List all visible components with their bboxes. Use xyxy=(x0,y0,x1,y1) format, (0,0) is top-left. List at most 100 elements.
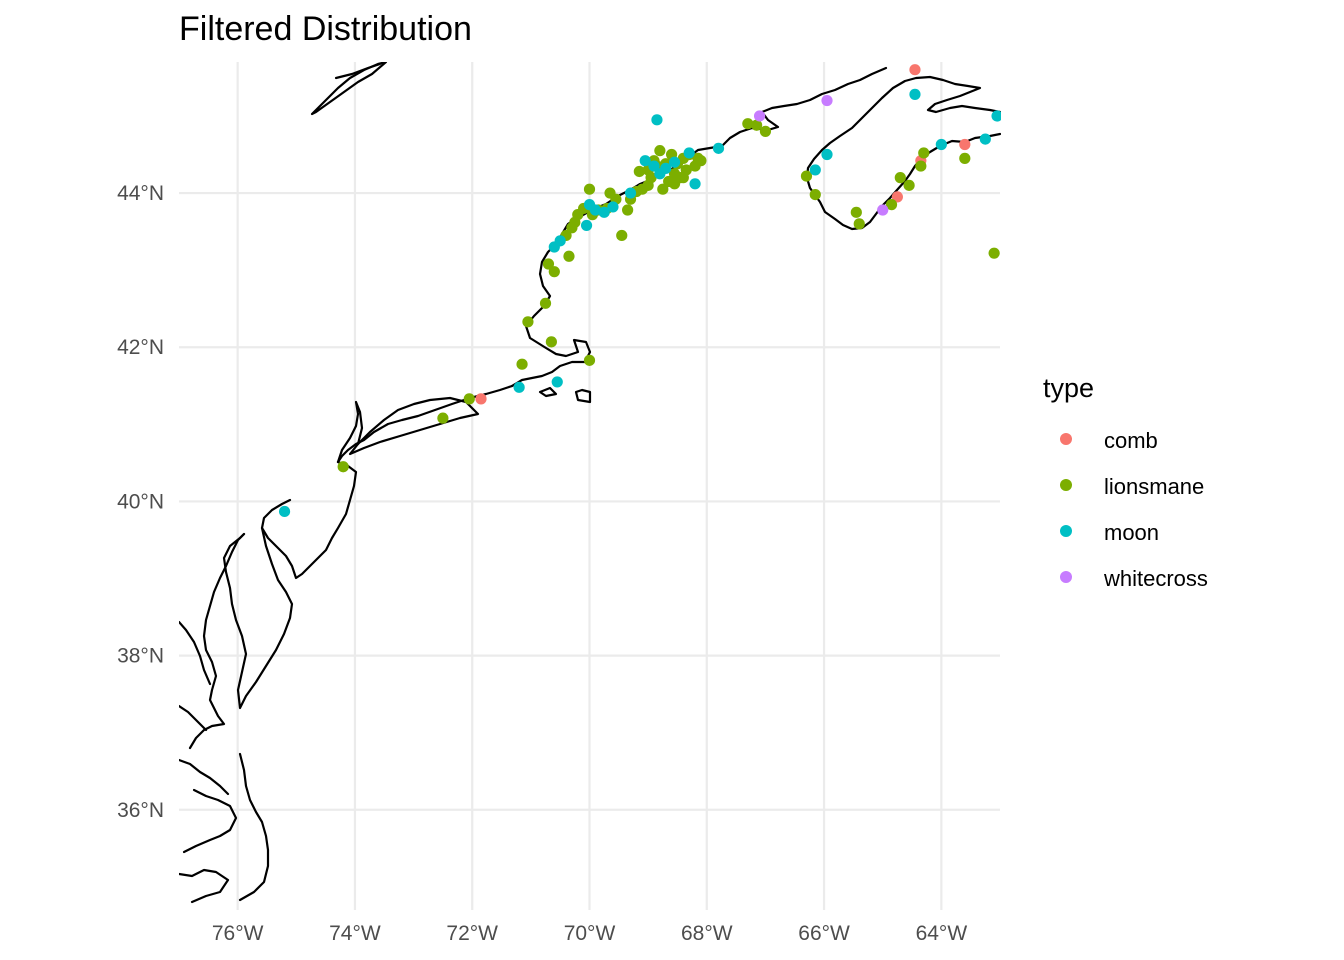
coastline-mid-atlantic xyxy=(260,460,358,580)
point-lionsmane xyxy=(677,172,689,184)
point-moon xyxy=(683,147,695,159)
point-lionsmane xyxy=(915,160,927,172)
point-whitecross xyxy=(753,110,766,122)
point-moon xyxy=(809,164,821,176)
y-tick-label: 42°N xyxy=(117,336,164,359)
point-moon xyxy=(660,162,672,174)
x-tick-label: 74°W xyxy=(329,922,381,945)
point-whitecross xyxy=(821,94,833,107)
legend-label-lionsmane: lionsmane xyxy=(1104,474,1204,499)
point-lionsmane xyxy=(563,250,575,262)
point-lionsmane xyxy=(583,354,596,366)
legend-title: type xyxy=(1043,373,1094,403)
point-moon xyxy=(580,219,593,232)
point-moon xyxy=(979,133,991,145)
coastline-pamlico xyxy=(179,868,230,904)
coastline-north-fragment xyxy=(310,62,388,116)
chart-title: Filtered Distribution xyxy=(179,10,472,48)
point-lionsmane xyxy=(918,147,930,159)
point-lionsmane xyxy=(657,183,669,195)
legend-key-lionsmane xyxy=(1060,479,1072,491)
legend-key-whitecross xyxy=(1060,571,1072,583)
y-tick-label: 40°N xyxy=(117,490,164,513)
x-tick-label: 70°W xyxy=(564,922,616,945)
coastline-north-fragment-2 xyxy=(334,62,382,80)
point-moon xyxy=(909,88,921,100)
point-moon xyxy=(589,204,601,216)
point-lionsmane xyxy=(988,247,1000,259)
point-lionsmane xyxy=(751,119,763,131)
point-lionsmane xyxy=(616,229,628,242)
point-comb xyxy=(891,191,903,203)
point-lionsmane xyxy=(668,178,681,190)
point-moon xyxy=(513,381,525,393)
coastline-delaware-bay xyxy=(222,526,294,710)
point-lionsmane xyxy=(539,297,552,309)
coastline-hudson xyxy=(336,400,364,464)
point-moon xyxy=(639,155,651,167)
y-tick-label: 36°N xyxy=(117,799,164,822)
x-tick-label: 66°W xyxy=(798,922,850,945)
y-tick-label: 38°N xyxy=(117,645,164,668)
point-moon xyxy=(648,160,660,172)
point-comb xyxy=(909,64,921,76)
point-moon xyxy=(551,376,563,388)
x-tick-label: 72°W xyxy=(446,922,498,945)
point-lionsmane xyxy=(959,152,971,164)
point-moon xyxy=(689,178,701,190)
point-lionsmane xyxy=(545,336,557,348)
x-tick-label: 64°W xyxy=(916,922,968,945)
point-lionsmane xyxy=(759,125,772,137)
point-comb xyxy=(959,138,971,151)
point-whitecross xyxy=(877,204,889,216)
point-lionsmane xyxy=(522,316,534,328)
point-lionsmane xyxy=(850,206,862,218)
legend-key-moon xyxy=(1060,525,1072,537)
point-lionsmane xyxy=(742,118,754,130)
point-moon xyxy=(624,187,637,199)
point-lionsmane xyxy=(809,188,821,201)
point-lionsmane xyxy=(894,172,906,184)
point-lionsmane xyxy=(583,183,596,195)
coastline-james xyxy=(179,758,230,796)
point-moon xyxy=(598,206,610,218)
axis-labels: 76°W 74°W 72°W 70°W 68°W 66°W 64°W 36°N 38°N 40°N… xyxy=(117,182,967,945)
point-moon xyxy=(278,505,291,518)
point-moon xyxy=(607,201,619,213)
x-tick-label: 68°W xyxy=(681,922,733,945)
legend-label-comb: comb xyxy=(1104,428,1158,453)
coastline-albemarle xyxy=(182,788,238,854)
point-moon xyxy=(991,110,1001,122)
point-lionsmane xyxy=(885,199,898,211)
point-lionsmane xyxy=(695,155,707,167)
point-lionsmane xyxy=(622,204,634,216)
point-lionsmane xyxy=(437,412,449,424)
point-lionsmane xyxy=(337,461,349,473)
coastline-outer-banks xyxy=(238,752,270,902)
point-moon xyxy=(651,114,663,126)
point-moon xyxy=(554,235,566,247)
coastline-nova-scotia xyxy=(805,75,1001,231)
point-lionsmane xyxy=(853,218,865,230)
point-lionsmane xyxy=(548,266,560,278)
data-points xyxy=(278,64,1001,518)
legend: type comb lionsmane moon whitecross xyxy=(1043,373,1208,591)
legend-label-whitecross: whitecross xyxy=(1103,566,1208,591)
point-lionsmane xyxy=(633,165,645,178)
coastline-chesapeake xyxy=(188,532,246,750)
legend-label-moon: moon xyxy=(1104,520,1159,545)
coastline-potomac xyxy=(179,620,212,686)
legend-key-comb xyxy=(1060,433,1072,445)
coastline-cape-cod xyxy=(574,388,592,404)
point-lionsmane xyxy=(800,170,813,182)
point-lionsmane xyxy=(654,145,666,157)
y-tick-label: 44°N xyxy=(117,182,164,205)
coastline-islands xyxy=(538,386,558,398)
point-lionsmane xyxy=(542,258,555,270)
point-lionsmane xyxy=(516,358,528,370)
coastline-rappahannock xyxy=(179,704,208,732)
gridlines xyxy=(179,62,1000,910)
point-lionsmane xyxy=(463,393,475,405)
point-lionsmane xyxy=(903,179,915,191)
